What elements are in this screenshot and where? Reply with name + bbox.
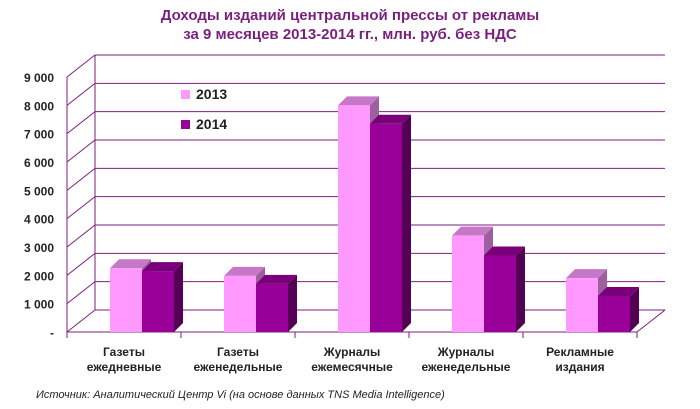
bar-top-2013: [110, 259, 151, 269]
x-category-label: еженедельные: [422, 360, 511, 374]
y-tick-label: 6 000: [24, 156, 54, 170]
bar-top-2014: [484, 246, 525, 256]
bar-side-2014: [174, 262, 183, 332]
x-category-label: еженедельные: [194, 360, 283, 374]
legend-swatch-2013: [181, 90, 190, 99]
gridline-diagonal: [66, 82, 96, 106]
x-category-label: Журналы: [437, 345, 494, 359]
bar-2014: [142, 271, 174, 332]
gridline-diagonal: [66, 139, 96, 163]
bar-2013: [452, 235, 484, 332]
y-tick-label: 2 000: [24, 269, 54, 283]
x-category-label: ежедневные: [87, 360, 162, 374]
bar-2013: [338, 105, 370, 332]
chart-title: Доходы изданий центральной прессы от рек…: [0, 6, 700, 44]
x-category-label: Журналы: [323, 345, 380, 359]
gridline-diagonal: [66, 224, 96, 248]
bar-2014: [484, 255, 516, 332]
bar-top-2013: [224, 266, 265, 276]
x-category-label: Рекламные: [546, 345, 614, 359]
bar-top-2014: [256, 274, 297, 284]
bar-2014: [370, 123, 402, 332]
x-category-label: издания: [555, 360, 604, 374]
gridline-diagonal: [66, 54, 96, 78]
bar-top-2014: [598, 287, 639, 297]
x-category-label: Газеты: [217, 345, 259, 359]
bar-side-2014: [516, 246, 525, 332]
gridline-diagonal: [66, 111, 96, 135]
y-tick-label: 7 000: [24, 128, 54, 142]
legend-label-2013: 2013: [196, 86, 227, 102]
legend-swatch-2014: [181, 120, 190, 129]
bar-top-2013: [452, 226, 493, 236]
bar-2013: [224, 275, 256, 332]
y-tick-label: -: [50, 326, 54, 340]
bar-top-2013: [566, 269, 607, 279]
bar-side-2014: [288, 274, 297, 332]
bar-side-2014: [630, 287, 639, 332]
y-tick-label: 4 000: [24, 213, 54, 227]
gridline-diagonal: [66, 281, 96, 305]
y-tick-label: 8 000: [24, 99, 54, 113]
y-tick-label: 3 000: [24, 241, 54, 255]
floor-right-edge: [636, 309, 666, 333]
y-tick-label: 9 000: [24, 71, 54, 85]
gridline-diagonal: [66, 167, 96, 191]
gridline-diagonal: [66, 252, 96, 276]
bar-2013: [566, 278, 598, 332]
bar-top-2013: [338, 96, 379, 106]
bar-side-2014: [402, 114, 411, 332]
chart-subtitle: за 9 месяцев 2013-2014 гг., млн. руб. бе…: [183, 26, 517, 43]
x-category-label: Газеты: [103, 345, 145, 359]
gridline-diagonal: [66, 196, 96, 220]
y-tick-label: 1 000: [24, 298, 54, 312]
bar-2013: [110, 268, 142, 332]
bar-2014: [598, 296, 630, 332]
bar-top-2014: [370, 114, 411, 124]
bar-top-2014: [142, 262, 183, 272]
gridline-diagonal: [66, 309, 96, 333]
chart-title-line1: Доходы изданий центральной прессы от рек…: [160, 7, 540, 24]
y-tick-label: 5 000: [24, 184, 54, 198]
x-category-label: ежемесячные: [311, 360, 393, 374]
source-note: Источник: Аналитический Центр Vi (на осн…: [36, 389, 445, 401]
bar-2014: [256, 283, 288, 332]
legend-label-2014: 2014: [196, 116, 227, 132]
